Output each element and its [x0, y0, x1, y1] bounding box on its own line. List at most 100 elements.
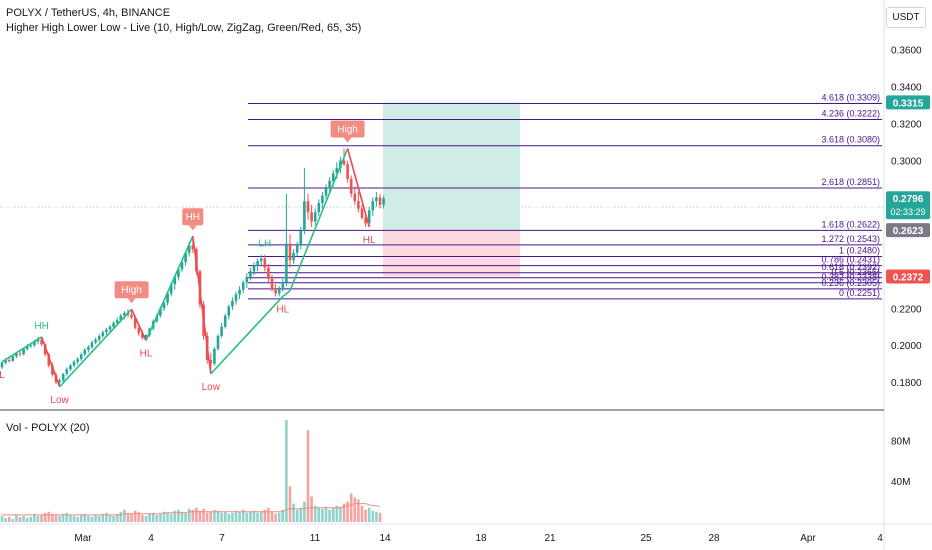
swing-label: High [337, 125, 358, 136]
price-tick-label: 0.3600 [891, 46, 922, 57]
volume-bar [241, 509, 245, 522]
candle-body [220, 326, 223, 336]
time-tick-label: 18 [475, 533, 487, 544]
volume-bar [191, 509, 195, 522]
candle-body [133, 317, 137, 328]
price-marker-label: 0.2623 [893, 226, 924, 237]
volume-bar [357, 499, 360, 522]
fib-level-label: 1 (0.2480) [839, 246, 880, 256]
volume-bar [33, 513, 36, 522]
volume-legend[interactable]: Vol - POLYX (20) [6, 422, 90, 434]
volume-bar [321, 508, 324, 522]
candle-body [144, 335, 148, 338]
candle-body [241, 282, 245, 290]
candle-body [18, 353, 22, 355]
volume-bar [72, 515, 76, 522]
volume-bar [83, 513, 87, 522]
volume-bar [292, 503, 295, 522]
candle-body [364, 217, 367, 224]
volume-bar [47, 511, 51, 522]
volume-tick-label: 40M [891, 477, 910, 488]
swing-label: HL [363, 235, 376, 246]
zigzag-segment [59, 308, 133, 388]
volume-bar [349, 493, 353, 522]
price-marker [886, 269, 930, 284]
candle-body [331, 173, 335, 181]
volume-bar [353, 497, 357, 522]
volume-bar [202, 508, 205, 522]
currency-button[interactable]: USDT [886, 7, 926, 28]
zigzag-segment [130, 308, 147, 341]
symbol-title[interactable]: POLYX / TetherUS, 4h, BINANCE [6, 7, 171, 19]
chart-legend: POLYX / TetherUS, 4h, BINANCE Higher Hig… [6, 6, 361, 36]
time-tick-label: 11 [310, 533, 321, 544]
fib-level-label: 0.382 (0.2338) [821, 272, 880, 282]
volume-tick-label: 80M [891, 436, 910, 447]
candle-body [259, 258, 263, 262]
fib-level-label: 0.786 (0.2431) [821, 255, 880, 265]
swing-high-pointer [188, 225, 197, 231]
volume-bar [285, 420, 288, 522]
volume-bar [61, 513, 65, 522]
volume-bar [267, 507, 270, 522]
fib-level-label: 4.618 (0.3309) [821, 92, 880, 102]
volume-bar [94, 514, 97, 522]
volume-bar [231, 512, 234, 522]
zigzag-segment [192, 236, 212, 374]
volume-bar [137, 511, 141, 522]
price-tick-label: 0.2200 [891, 304, 922, 315]
volume-bar [378, 512, 382, 522]
swing-label: Low [50, 395, 69, 406]
volume-bar [310, 496, 313, 522]
swing-label: LH [258, 239, 271, 250]
candle-body [292, 252, 295, 261]
candle-body [227, 306, 231, 316]
volume-bar [367, 507, 371, 522]
volume-bar [339, 506, 342, 522]
volume-bar [51, 513, 54, 522]
candle-body [123, 312, 126, 316]
time-tick-label: Apr [800, 533, 816, 544]
volume-bar [303, 501, 306, 522]
volume-bar [76, 516, 79, 522]
candle-body [130, 314, 133, 318]
volume-bar [87, 515, 90, 522]
candle-body [61, 373, 65, 381]
time-tick-label: 4 [877, 533, 883, 544]
candle-body [141, 333, 144, 338]
volume-bar [144, 515, 148, 522]
candle-body [166, 293, 169, 303]
volume-bar [198, 510, 202, 522]
volume-bar [335, 505, 339, 522]
candle-body [101, 332, 105, 336]
candle-body [43, 344, 47, 355]
zigzag-segment [346, 148, 370, 228]
candle-body [40, 339, 43, 345]
candle-body [256, 261, 259, 266]
volume-bar [259, 511, 263, 522]
candle-body [0, 362, 4, 368]
price-tick-label: 0.3000 [891, 157, 922, 168]
candle-body [249, 271, 252, 277]
indicator-title[interactable]: Higher High Lower Low - Live (10, High/L… [6, 22, 362, 34]
candle-body [159, 308, 162, 316]
candle-body [295, 245, 299, 253]
candle-body [267, 267, 270, 279]
volume-bar [375, 511, 378, 522]
volume-bar [11, 518, 15, 522]
volume-bar [263, 509, 267, 522]
time-tick-label: 21 [544, 533, 556, 544]
swing-high-box [330, 120, 365, 138]
volume-bar [22, 515, 25, 522]
zigzag-segment [1, 336, 43, 363]
volume-bar [101, 513, 105, 522]
volume-bar [130, 513, 133, 522]
volume-bar [223, 511, 227, 522]
candle-body [187, 245, 191, 253]
price-tick-label: 0.3200 [891, 120, 922, 131]
volume-bar [180, 511, 184, 522]
volume-bar [328, 509, 331, 522]
volume-bar [249, 511, 252, 522]
volume-bar [238, 511, 241, 522]
